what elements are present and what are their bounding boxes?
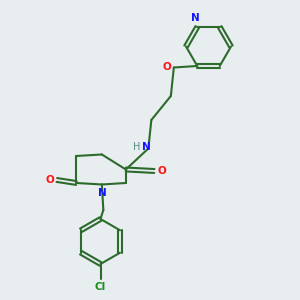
Text: H: H [134, 142, 141, 152]
Text: N: N [98, 188, 107, 198]
Text: Cl: Cl [95, 282, 106, 292]
Text: O: O [45, 175, 54, 185]
Text: O: O [157, 166, 166, 176]
Text: N: N [142, 142, 151, 152]
Text: O: O [163, 62, 172, 73]
Text: N: N [191, 13, 200, 23]
